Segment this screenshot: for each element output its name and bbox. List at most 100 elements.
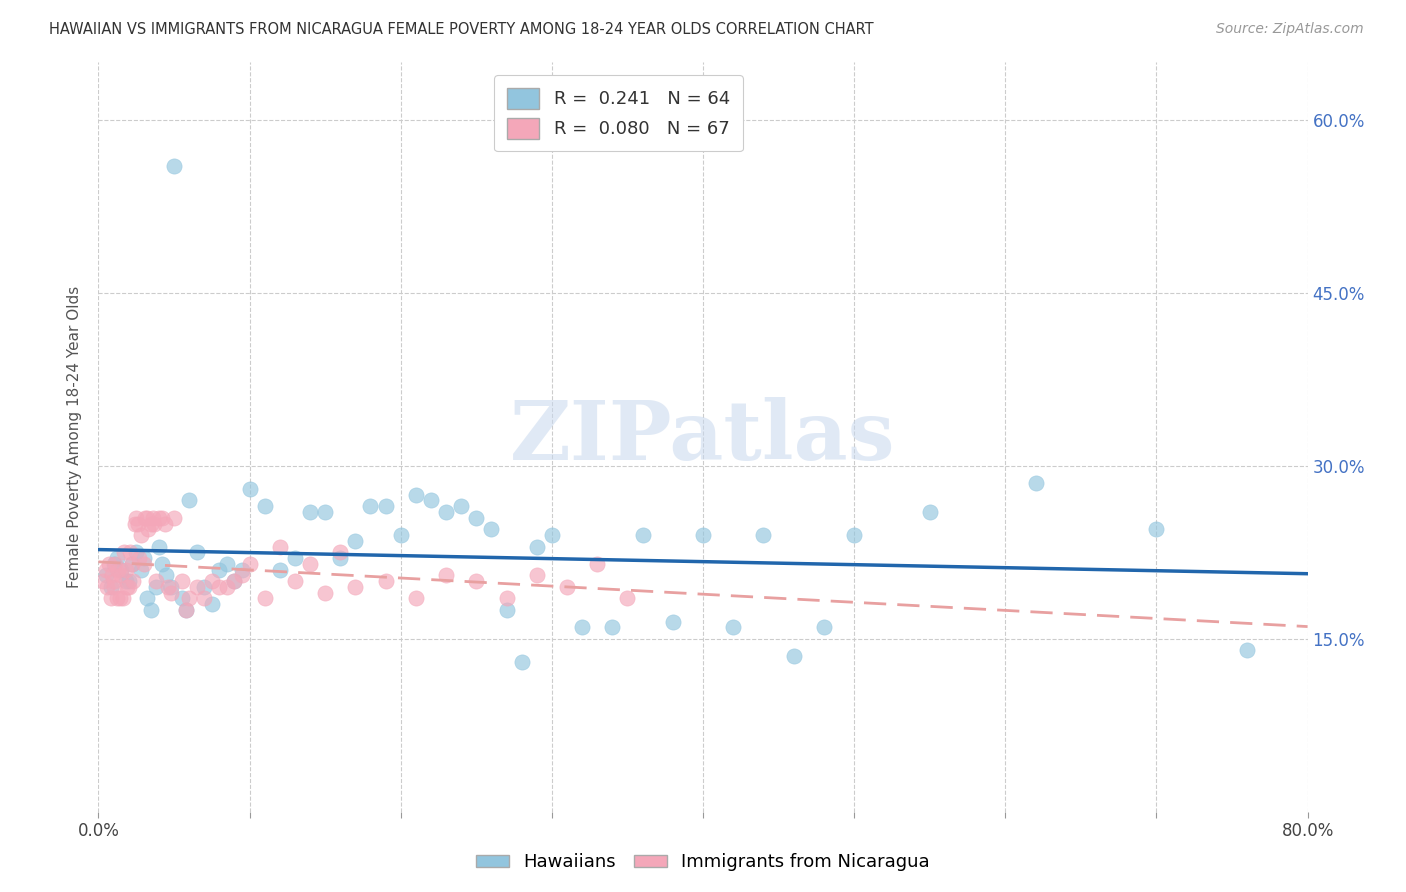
Point bbox=[420, 493, 443, 508]
Point bbox=[844, 528, 866, 542]
Point bbox=[374, 574, 396, 589]
Point bbox=[145, 580, 167, 594]
Point bbox=[661, 615, 683, 629]
Point bbox=[201, 597, 224, 611]
Point bbox=[125, 545, 148, 559]
Point bbox=[284, 551, 307, 566]
Point bbox=[127, 516, 149, 531]
Point bbox=[215, 557, 238, 571]
Point bbox=[174, 603, 197, 617]
Point bbox=[94, 563, 117, 577]
Point bbox=[1236, 643, 1258, 657]
Point bbox=[465, 510, 488, 524]
Point bbox=[179, 591, 201, 606]
Point bbox=[148, 510, 170, 524]
Point bbox=[314, 585, 336, 599]
Point bbox=[193, 591, 215, 606]
Point bbox=[143, 516, 166, 531]
Point bbox=[481, 522, 503, 536]
Text: ZIPatlas: ZIPatlas bbox=[510, 397, 896, 477]
Point bbox=[135, 510, 157, 524]
Point bbox=[526, 540, 548, 554]
Point bbox=[110, 563, 132, 577]
Point bbox=[163, 159, 186, 173]
Text: HAWAIIAN VS IMMIGRANTS FROM NICARAGUA FEMALE POVERTY AMONG 18-24 YEAR OLDS CORRE: HAWAIIAN VS IMMIGRANTS FROM NICARAGUA FE… bbox=[49, 22, 875, 37]
Point bbox=[526, 568, 548, 582]
Point bbox=[253, 500, 276, 514]
Point bbox=[174, 603, 197, 617]
Point bbox=[783, 649, 806, 664]
Point bbox=[616, 591, 638, 606]
Point bbox=[114, 574, 136, 589]
Point bbox=[239, 482, 262, 496]
Point bbox=[224, 574, 246, 589]
Point bbox=[134, 510, 156, 524]
Point bbox=[153, 516, 176, 531]
Point bbox=[156, 580, 179, 594]
Point bbox=[586, 557, 609, 571]
Point bbox=[103, 574, 125, 589]
Point bbox=[360, 500, 382, 514]
Point bbox=[253, 591, 276, 606]
Legend: R =  0.241   N = 64, R =  0.080   N = 67: R = 0.241 N = 64, R = 0.080 N = 67 bbox=[494, 75, 742, 152]
Point bbox=[110, 568, 132, 582]
Point bbox=[465, 574, 488, 589]
Point bbox=[100, 591, 122, 606]
Point bbox=[128, 551, 150, 566]
Point bbox=[329, 545, 352, 559]
Point bbox=[125, 510, 148, 524]
Point bbox=[179, 493, 201, 508]
Point bbox=[495, 591, 517, 606]
Point bbox=[299, 505, 322, 519]
Point bbox=[631, 528, 654, 542]
Point bbox=[495, 603, 517, 617]
Point bbox=[136, 522, 159, 536]
Point bbox=[314, 505, 336, 519]
Y-axis label: Female Poverty Among 18-24 Year Olds: Female Poverty Among 18-24 Year Olds bbox=[67, 286, 83, 588]
Point bbox=[160, 585, 183, 599]
Point bbox=[918, 505, 941, 519]
Point bbox=[121, 557, 143, 571]
Point bbox=[129, 563, 152, 577]
Point bbox=[103, 557, 125, 571]
Point bbox=[186, 580, 208, 594]
Point bbox=[692, 528, 714, 542]
Point bbox=[148, 540, 170, 554]
Point bbox=[269, 563, 291, 577]
Point bbox=[405, 488, 427, 502]
Point bbox=[813, 620, 835, 634]
Point bbox=[94, 568, 117, 582]
Point bbox=[111, 591, 134, 606]
Point bbox=[389, 528, 412, 542]
Point bbox=[186, 545, 208, 559]
Point bbox=[434, 568, 457, 582]
Point bbox=[100, 580, 122, 594]
Point bbox=[450, 500, 472, 514]
Point bbox=[120, 545, 142, 559]
Point bbox=[602, 620, 624, 634]
Point bbox=[132, 551, 155, 566]
Point bbox=[150, 557, 173, 571]
Point bbox=[299, 557, 322, 571]
Point bbox=[114, 563, 136, 577]
Point bbox=[115, 580, 138, 594]
Point bbox=[723, 620, 745, 634]
Text: Source: ZipAtlas.com: Source: ZipAtlas.com bbox=[1216, 22, 1364, 37]
Point bbox=[193, 580, 215, 594]
Point bbox=[201, 574, 224, 589]
Point bbox=[104, 557, 127, 571]
Point bbox=[170, 574, 193, 589]
Point bbox=[122, 574, 145, 589]
Point bbox=[215, 580, 238, 594]
Point bbox=[124, 516, 146, 531]
Point bbox=[540, 528, 562, 542]
Point bbox=[135, 591, 157, 606]
Point bbox=[405, 591, 427, 606]
Point bbox=[329, 551, 352, 566]
Point bbox=[103, 580, 125, 594]
Point bbox=[141, 603, 163, 617]
Point bbox=[239, 557, 262, 571]
Point bbox=[132, 557, 155, 571]
Point bbox=[108, 591, 131, 606]
Point bbox=[145, 574, 167, 589]
